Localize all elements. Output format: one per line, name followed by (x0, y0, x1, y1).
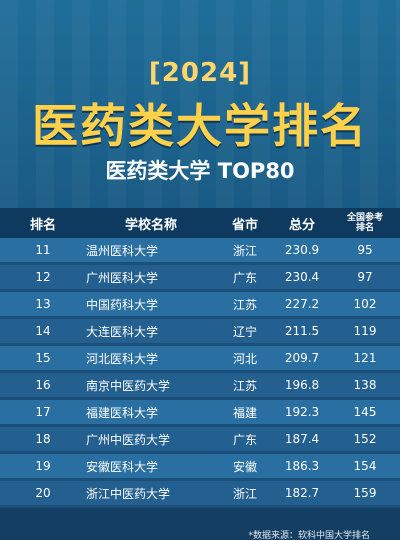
table-row: 14 大连医科大学 辽宁 211.5 119 (0, 319, 400, 346)
province-cell: 浙江 (232, 243, 257, 258)
rank-cell: 11 (35, 243, 51, 257)
province-cell: 江苏 (232, 378, 257, 393)
province-cell: 浙江 (232, 486, 257, 501)
header-national-rank-line1: 全国参考 (346, 213, 383, 223)
national-rank-cell: 119 (353, 324, 377, 338)
page-subtitle: 医药类大学 TOP80 (105, 159, 295, 183)
score-cell: 182.7 (284, 486, 320, 500)
score-cell: 186.3 (284, 459, 320, 473)
national-rank-cell: 154 (353, 459, 377, 473)
national-rank-cell: 97 (357, 270, 373, 284)
score-cell: 227.2 (284, 297, 320, 311)
province-cell: 广东 (232, 270, 257, 285)
rank-cell: 18 (35, 432, 51, 446)
table-row: 17 福建医科大学 福建 192.3 145 (0, 400, 400, 427)
province-cell: 江苏 (232, 297, 257, 312)
table-body: 11 温州医科大学 浙江 230.9 95 12 广州医科大学 广东 230.4 97 13 中国药科… (0, 238, 400, 508)
province-cell: 安徽 (232, 459, 257, 474)
rank-cell: 16 (35, 378, 51, 392)
national-rank-cell: 159 (353, 486, 377, 500)
rank-cell: 19 (35, 459, 51, 473)
school-cell: 福建医科大学 (86, 405, 159, 420)
province-cell: 河北 (232, 351, 257, 366)
national-rank-cell: 138 (353, 378, 377, 392)
ranking-table: 排名 学校名称 省市 总分 全国参考 排名 11 温州医科大学 浙江 230.9 95 1… (0, 208, 400, 508)
score-cell: 209.7 (284, 351, 320, 365)
header-score: 总分 (288, 217, 315, 233)
province-cell: 福建 (232, 405, 257, 420)
national-rank-cell: 121 (353, 351, 377, 365)
header-national-rank-line2: 排名 (355, 223, 374, 233)
rank-cell: 13 (35, 297, 51, 311)
national-rank-cell: 102 (353, 297, 377, 311)
national-rank-cell: 95 (357, 243, 373, 257)
rank-cell: 12 (35, 270, 51, 284)
table-row: 11 温州医科大学 浙江 230.9 95 (0, 238, 400, 265)
score-cell: 230.9 (284, 243, 320, 257)
score-cell: 192.3 (284, 405, 320, 419)
table-header: 排名 学校名称 省市 总分 全国参考 排名 (0, 208, 400, 238)
table-row: 16 南京中医药大学 江苏 196.8 138 (0, 373, 400, 400)
header-national-rank: 全国参考 排名 (330, 213, 400, 233)
table-row: 13 中国药科大学 江苏 227.2 102 (0, 292, 400, 319)
year-label: [2024] (148, 58, 252, 88)
score-cell: 187.4 (284, 432, 320, 446)
school-cell: 河北医科大学 (86, 351, 159, 366)
header-school: 学校名称 (124, 217, 177, 233)
header-rank: 排名 (29, 217, 56, 233)
school-cell: 大连医科大学 (86, 324, 159, 339)
table-row: 18 广州中医药大学 广东 187.4 152 (0, 427, 400, 454)
national-rank-cell: 145 (353, 405, 377, 419)
province-cell: 广东 (232, 432, 257, 447)
rank-cell: 20 (35, 486, 51, 500)
rank-cell: 17 (35, 405, 51, 419)
rank-cell: 14 (35, 324, 51, 338)
score-cell: 211.5 (284, 324, 320, 338)
school-cell: 南京中医药大学 (86, 378, 171, 393)
school-cell: 广州中医药大学 (86, 432, 171, 447)
page-title: 医药类大学排名 (32, 99, 368, 153)
background-stripes (0, 0, 400, 210)
school-cell: 中国药科大学 (86, 297, 159, 312)
table-row: 12 广州医科大学 广东 230.4 97 (0, 265, 400, 292)
school-cell: 温州医科大学 (86, 243, 159, 258)
table-row: 20 浙江中医药大学 浙江 182.7 159 (0, 481, 400, 508)
header-province: 省市 (231, 217, 258, 233)
school-cell: 浙江中医药大学 (86, 486, 171, 501)
rank-cell: 15 (35, 351, 51, 365)
province-cell: 辽宁 (232, 324, 257, 339)
national-rank-cell: 152 (353, 432, 377, 446)
data-source-note: *数据来源：软科中国大学排名 (248, 531, 370, 540)
score-cell: 196.8 (284, 378, 320, 392)
table-row: 15 河北医科大学 河北 209.7 121 (0, 346, 400, 373)
table-row: 19 安徽医科大学 安徽 186.3 154 (0, 454, 400, 481)
score-cell: 230.4 (284, 270, 320, 284)
school-cell: 广州医科大学 (86, 270, 159, 285)
school-cell: 安徽医科大学 (86, 459, 159, 474)
